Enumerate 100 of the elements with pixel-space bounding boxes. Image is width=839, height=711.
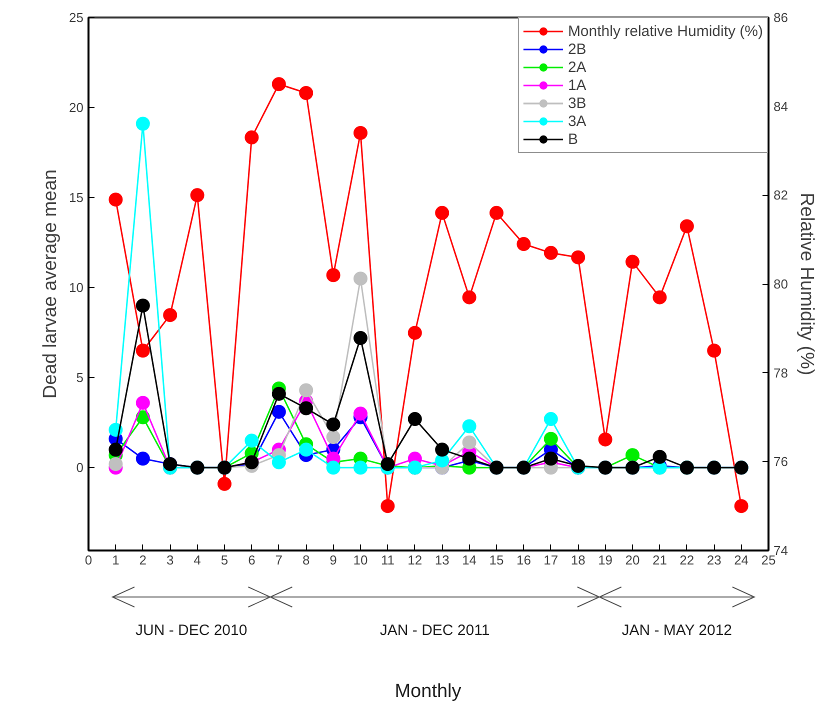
point	[544, 432, 558, 446]
y2-tick-label: 86	[774, 10, 788, 25]
point	[734, 499, 748, 514]
point	[299, 86, 314, 100]
x-tick-label: 20	[625, 552, 640, 568]
y-tick-label: 20	[69, 100, 84, 116]
point	[435, 442, 450, 457]
point	[244, 434, 259, 448]
point	[490, 206, 504, 220]
legend-label: 2B	[568, 40, 588, 58]
point	[136, 396, 150, 410]
x-tick-label: 21	[652, 552, 667, 568]
point	[354, 460, 368, 475]
point	[408, 412, 422, 426]
point	[544, 246, 558, 260]
x-tick-label: 13	[434, 552, 450, 568]
text: JUN - DEC 2010	[136, 622, 248, 639]
x-tick-label: 16	[516, 552, 531, 568]
point	[462, 290, 476, 304]
x-tick-label: 4	[194, 552, 201, 568]
x-tick-label: 19	[598, 552, 613, 568]
point	[435, 206, 450, 220]
legend-label: 2A	[568, 58, 588, 76]
point	[190, 188, 204, 202]
point	[354, 331, 368, 346]
y-tick-label: 5	[76, 370, 84, 386]
y-axis-title: Dead larvae average mean	[40, 169, 62, 399]
x-tick-label: 5	[220, 552, 228, 568]
point	[516, 237, 531, 252]
x-tick-label: 2	[139, 552, 147, 568]
x-tick-label: 11	[380, 552, 394, 568]
y2-tick-label: 74	[774, 543, 788, 558]
point	[462, 435, 476, 450]
legend-label: 1A	[568, 76, 588, 94]
point	[108, 457, 123, 472]
point	[462, 419, 476, 434]
point	[544, 412, 558, 426]
y-tick-label: 10	[69, 280, 84, 296]
x-tick-label: 3	[166, 552, 174, 568]
x-tick-label: 10	[353, 552, 368, 568]
text: Monthly	[394, 681, 462, 702]
point	[354, 272, 368, 286]
x-tick-label: 7	[275, 552, 283, 568]
point	[380, 499, 395, 514]
point	[299, 401, 314, 416]
point	[354, 406, 368, 421]
legend-label: 3B	[568, 94, 588, 112]
y-tick-label: 15	[69, 190, 84, 206]
x-tick-label: 6	[248, 552, 256, 568]
text: JAN - DEC 2011	[380, 622, 490, 639]
point	[272, 455, 286, 470]
point	[626, 448, 640, 462]
legend-label: 3A	[568, 112, 588, 130]
point	[652, 450, 667, 464]
x-tick-label: 15	[489, 552, 504, 568]
y2-tick-label: 82	[774, 188, 788, 203]
point	[408, 326, 422, 340]
point	[136, 452, 150, 466]
legend-label: B	[568, 130, 579, 148]
x-tick-label: 14	[462, 552, 477, 568]
x-tick-label: 18	[570, 552, 586, 568]
point	[326, 268, 340, 282]
point	[326, 460, 340, 475]
point	[218, 476, 232, 491]
point	[326, 430, 340, 444]
point	[272, 386, 286, 401]
point	[244, 130, 259, 144]
x-tick-label: 22	[680, 552, 694, 568]
point	[136, 116, 150, 131]
x-tick-label: 23	[706, 552, 722, 568]
point	[544, 452, 558, 466]
y2-axis-title: Relative Humidity (%)	[796, 192, 817, 376]
point	[108, 192, 123, 207]
point	[299, 383, 314, 398]
y2-tick-label: 78	[774, 365, 788, 380]
x-tick-label: 8	[302, 552, 310, 568]
point	[652, 290, 667, 304]
point	[354, 126, 368, 140]
x-tick-label: 9	[330, 552, 337, 568]
point	[136, 344, 150, 358]
point	[272, 404, 286, 419]
text: JAN - MAY 2012	[622, 622, 732, 639]
point	[598, 432, 612, 446]
point	[163, 308, 178, 322]
y2-tick-label: 80	[774, 276, 788, 292]
x-tick-label: 25	[761, 552, 776, 568]
point	[108, 442, 123, 457]
point	[272, 77, 286, 92]
y-tick-label: 25	[69, 10, 84, 25]
point	[571, 250, 586, 264]
y-tick-label: 0	[76, 460, 84, 476]
point	[326, 417, 340, 432]
point	[626, 254, 640, 269]
point	[299, 442, 314, 457]
y2-tick-label: 76	[774, 454, 788, 470]
legend-label: Monthly relative Humidity (%)	[568, 22, 763, 40]
point	[707, 344, 722, 358]
x-tick-label: 12	[408, 552, 422, 568]
x-tick-label: 24	[734, 552, 749, 568]
y2-tick-label: 84	[774, 98, 788, 114]
